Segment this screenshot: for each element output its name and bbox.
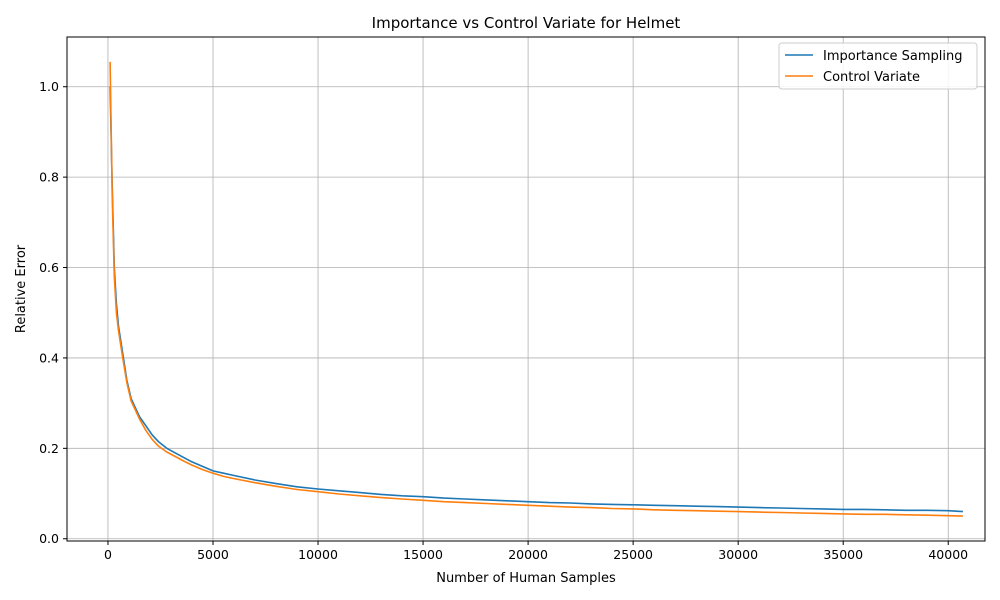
legend-label-control-variate: Control Variate [823, 70, 920, 85]
x-tick-label: 30000 [718, 547, 758, 562]
y-tick-label: 0.2 [39, 441, 59, 456]
x-tick-label: 15000 [403, 547, 443, 562]
x-axis-label: Number of Human Samples [436, 571, 616, 586]
legend-label-importance-sampling: Importance Sampling [823, 49, 962, 64]
y-tick-label: 0.6 [39, 260, 59, 275]
legend: Importance Sampling Control Variate [778, 42, 978, 90]
series-line-importance-sampling [109, 86, 963, 513]
y-tick-label: 0.4 [39, 350, 59, 365]
grid-lines [67, 37, 985, 541]
x-tick-label: 25000 [613, 547, 653, 562]
plot-area-frame [66, 36, 986, 542]
y-axis-label: Relative Error [14, 244, 29, 333]
series-lines [109, 61, 963, 517]
y-tick-label: 0.8 [39, 170, 59, 185]
x-axis-ticks: 0 5000 10000 15000 20000 25000 30000 35000 40000 [104, 541, 968, 562]
series-line-control-variate [109, 61, 963, 517]
y-axis-ticks: 0.0 0.2 0.4 0.6 0.8 1.0 [39, 79, 67, 546]
x-tick-label: 20000 [508, 547, 548, 562]
x-tick-label: 10000 [298, 547, 338, 562]
x-tick-label: 5000 [197, 547, 229, 562]
chart-title: Importance vs Control Variate for Helmet [372, 14, 681, 32]
x-tick-label: 40000 [928, 547, 968, 562]
y-tick-label: 0.0 [39, 531, 59, 546]
x-tick-label: 35000 [823, 547, 863, 562]
y-tick-label: 1.0 [39, 79, 59, 94]
legend-box [778, 42, 978, 90]
x-tick-label: 0 [104, 547, 112, 562]
